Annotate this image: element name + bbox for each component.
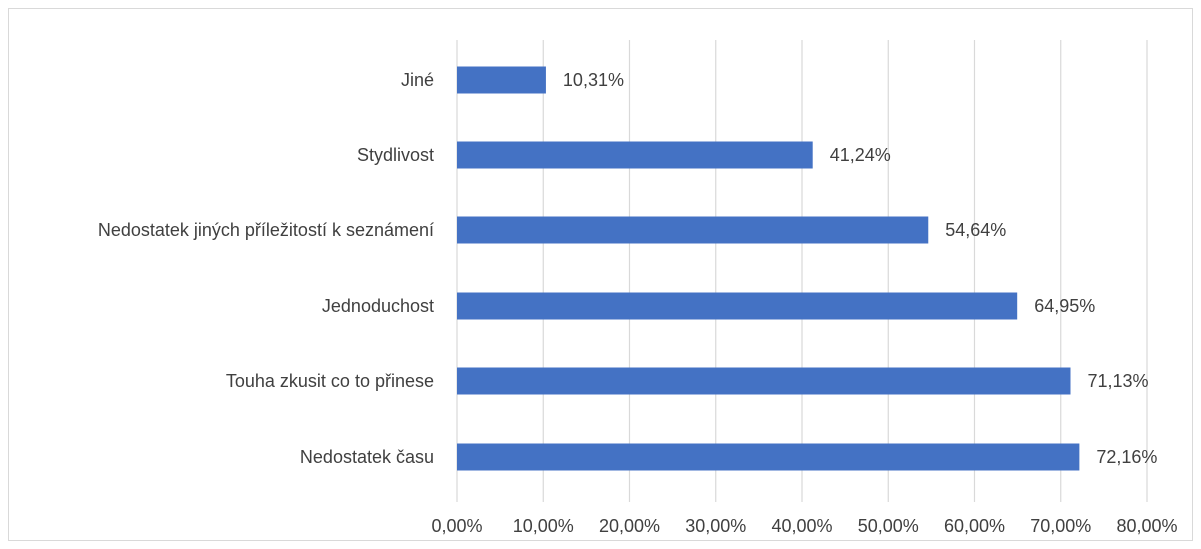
bar	[457, 216, 929, 244]
x-tick-label: 80,00%	[1116, 516, 1177, 536]
x-tick-label: 20,00%	[599, 516, 660, 536]
bar	[457, 443, 1080, 471]
category-labels: Jiné Stydlivost Nedostatek jiných příležit…	[98, 70, 434, 467]
x-axis-tick-labels: 0,00% 10,00% 20,00% 30,00% 40,00% 50,00% 60,00…	[431, 516, 1177, 536]
category-label: Jiné	[401, 70, 434, 90]
category-label: Nedostatek času	[300, 447, 434, 467]
x-tick-label: 0,00%	[431, 516, 482, 536]
category-label: Jednoduchost	[322, 296, 434, 316]
data-label: 54,64%	[945, 220, 1006, 240]
category-label: Stydlivost	[357, 145, 434, 165]
x-tick-label: 70,00%	[1030, 516, 1091, 536]
data-labels: 10,31% 41,24% 54,64% 64,95% 71,13% 72,16%	[563, 70, 1158, 467]
category-label: Touha zkusit co to přinese	[226, 371, 434, 391]
x-tick-label: 40,00%	[771, 516, 832, 536]
bar	[457, 367, 1071, 395]
gridlines	[456, 40, 1148, 502]
x-tick-label: 50,00%	[858, 516, 919, 536]
data-label: 72,16%	[1096, 447, 1157, 467]
category-label: Nedostatek jiných příležitostí k seznáme…	[98, 220, 434, 240]
data-label: 71,13%	[1087, 371, 1148, 391]
data-label: 64,95%	[1034, 296, 1095, 316]
bars	[457, 66, 1080, 471]
data-label: 10,31%	[563, 70, 624, 90]
bar	[457, 141, 813, 169]
bar	[457, 66, 546, 94]
x-tick-label: 60,00%	[944, 516, 1005, 536]
data-label: 41,24%	[830, 145, 891, 165]
bar	[457, 292, 1018, 320]
x-tick-label: 10,00%	[513, 516, 574, 536]
x-tick-label: 30,00%	[685, 516, 746, 536]
